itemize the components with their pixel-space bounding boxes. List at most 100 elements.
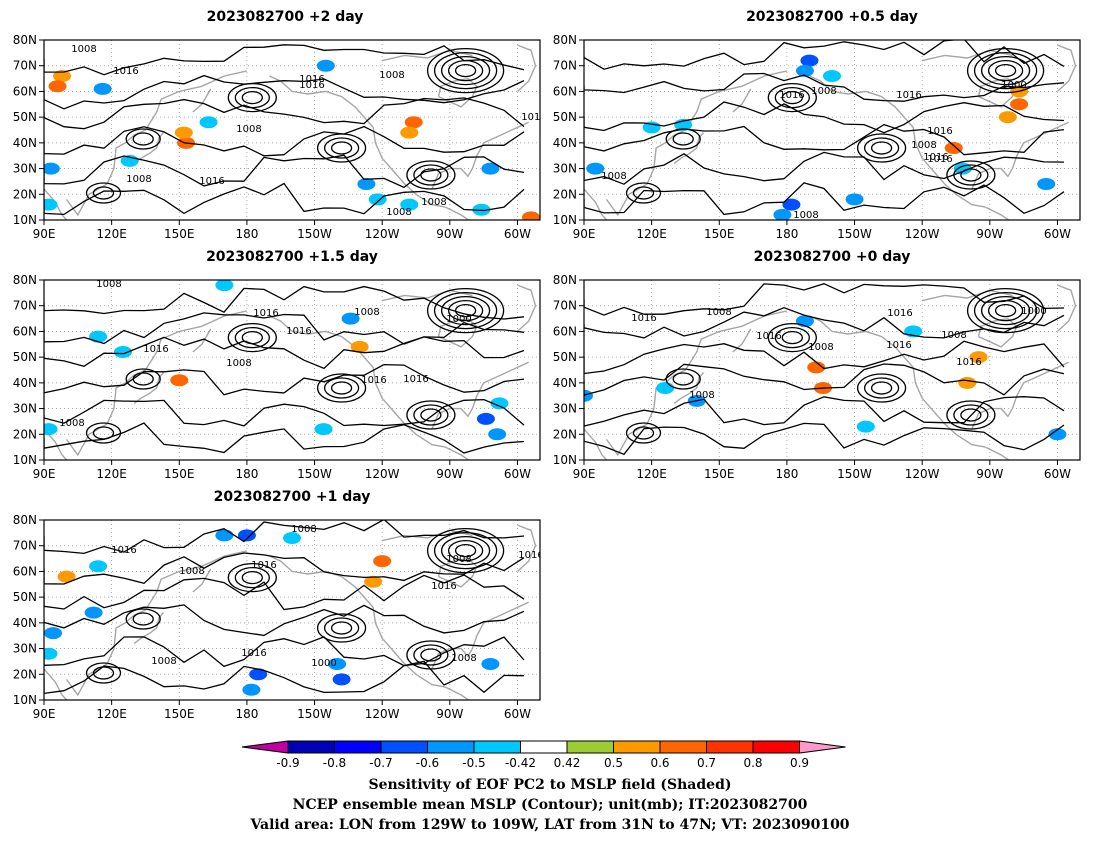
- sensitivity-shade: [237, 529, 256, 542]
- mslp-contour-closed: [980, 55, 1031, 86]
- colorbar-segment: [427, 740, 475, 754]
- x-tick-label: 180: [235, 707, 258, 721]
- sensitivity-shade: [656, 382, 675, 394]
- mslp-contour: [584, 40, 1065, 70]
- contour-label: 1008: [126, 174, 151, 185]
- sensitivity-shade: [373, 555, 392, 568]
- sensitivity-shade: [215, 280, 234, 292]
- mslp-contour-closed: [85, 182, 122, 204]
- map-plot: 1008 1016 1016 1008 1016 1016 1000 1008 1016 1008…: [553, 273, 1081, 481]
- x-tick-label: 150E: [164, 707, 195, 721]
- x-tick-label: 90W: [976, 227, 1003, 241]
- caption-line-1: Sensitivity of EOF PC2 to MSLP field (Sh…: [368, 777, 731, 793]
- coastline: [44, 428, 68, 460]
- coastline: [269, 315, 446, 448]
- coastline: [922, 289, 1013, 302]
- mslp-contour-closed: [227, 322, 277, 353]
- y-tick-label: 40N: [13, 136, 37, 150]
- mslp-contour: [584, 396, 1065, 427]
- colorbar-segment: [473, 740, 521, 754]
- mslp-contour-closed: [241, 330, 263, 345]
- x-tick-label: 120W: [905, 227, 940, 241]
- y-tick-label: 50N: [13, 110, 37, 124]
- colorbar-segment: [706, 740, 754, 754]
- mslp-contour-closed: [426, 47, 505, 94]
- x-tick-label: 120W: [365, 227, 400, 241]
- contour-label: 1016: [756, 331, 781, 342]
- y-tick-label: 20N: [13, 427, 37, 441]
- colorbar-label: 0.42: [554, 756, 581, 770]
- contour-label: 1016: [927, 126, 952, 137]
- mslp-contour-closed: [454, 543, 477, 558]
- contour-label: 1016: [299, 74, 324, 85]
- coastline: [192, 88, 212, 113]
- colorbar-label: 0.8: [743, 756, 762, 770]
- mslp-contour-closed: [426, 287, 505, 334]
- x-tick-label: 60W: [504, 467, 531, 481]
- sensitivity-shade: [328, 658, 347, 670]
- y-tick-label: 10N: [13, 693, 37, 707]
- mslp-contour-closed: [987, 59, 1024, 82]
- sensitivity-shade: [845, 193, 864, 206]
- mslp-contour-closed: [856, 373, 907, 403]
- mslp-contour-closed: [406, 400, 456, 430]
- x-tick-label: 120W: [365, 707, 400, 721]
- coastline: [444, 686, 470, 700]
- y-tick-label: 70N: [553, 299, 577, 313]
- mslp-contour-closed: [125, 128, 161, 150]
- x-tick-label: 180: [235, 467, 258, 481]
- mslp-contour-closed: [994, 63, 1017, 78]
- coastline: [65, 70, 248, 217]
- contour-label: 1008: [386, 207, 411, 218]
- x-tick-label: 120E: [636, 227, 667, 241]
- contour-label: 1008: [226, 358, 251, 369]
- mslp-contour: [584, 307, 1065, 339]
- mslp-contour: [44, 604, 525, 637]
- contour-label: 1016: [886, 340, 911, 351]
- sensitivity-shade: [44, 627, 63, 640]
- sensitivity-shade: [1048, 428, 1067, 441]
- y-tick-label: 60N: [553, 324, 577, 338]
- x-tick-label: 90E: [33, 227, 56, 241]
- x-tick-label: 150W: [297, 227, 332, 241]
- mslp-contour-closed: [953, 404, 989, 426]
- mslp-contour-closed: [856, 133, 907, 163]
- mslp-contour-closed: [774, 86, 810, 109]
- x-tick-label: 120W: [365, 467, 400, 481]
- mslp-contour: [584, 340, 1065, 375]
- sensitivity-shade: [170, 374, 189, 387]
- sensitivity-shade: [481, 162, 500, 175]
- x-tick-label: 120E: [636, 467, 667, 481]
- mslp-contour-closed: [92, 186, 115, 200]
- mslp-contour-closed: [420, 168, 442, 182]
- contour-label: 1016: [956, 357, 981, 368]
- mslp-contour-closed: [426, 527, 505, 574]
- sensitivity-shade: [242, 683, 261, 696]
- sensitivity-shade: [57, 570, 76, 583]
- mslp-contour-closed: [870, 381, 893, 395]
- mslp-contour-closed: [420, 408, 442, 422]
- y-tick-label: 80N: [553, 33, 577, 47]
- colorbar-segment: [659, 740, 707, 754]
- y-tick-label: 10N: [553, 453, 577, 467]
- sensitivity-shade: [586, 162, 605, 175]
- x-tick-label: 90E: [573, 227, 596, 241]
- contour-label: 1008: [808, 342, 833, 353]
- mslp-contour-closed: [125, 608, 161, 630]
- sensitivity-shade: [174, 126, 193, 139]
- y-tick-label: 50N: [553, 110, 577, 124]
- mslp-contour-closed: [960, 408, 982, 422]
- mslp-contour-closed: [85, 422, 122, 444]
- x-tick-label: 60W: [504, 227, 531, 241]
- contour-label: 1016: [299, 80, 324, 91]
- plot-background: [44, 280, 540, 460]
- plot-frame: [583, 279, 1081, 461]
- mslp-contour-closed: [440, 55, 491, 86]
- mslp-contour-closed: [870, 141, 893, 155]
- plot-frame: [43, 39, 541, 221]
- mslp-contour-closed: [330, 621, 353, 635]
- coastline: [971, 361, 1069, 430]
- coastline: [431, 121, 529, 190]
